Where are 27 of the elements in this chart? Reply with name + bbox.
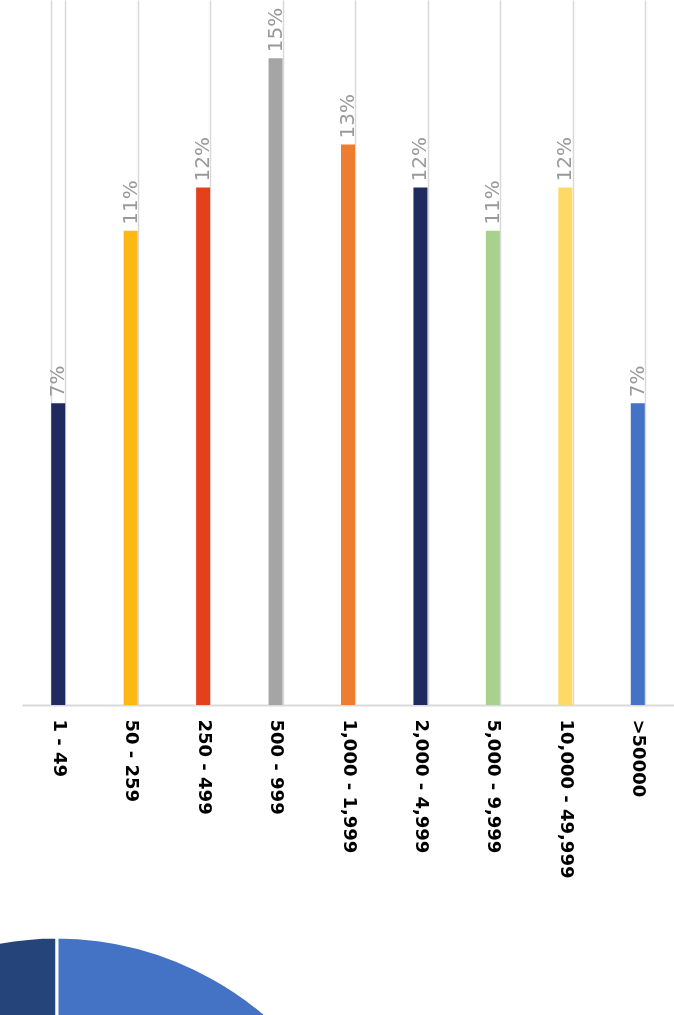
x-tick-label: 500 - 999 [267,719,289,815]
data-label: 12% [190,137,215,182]
bar [630,403,645,705]
x-tick-label: 1 - 49 [49,719,71,778]
bar [268,58,283,705]
data-label: 11% [117,180,142,225]
bar [485,230,500,705]
x-tick-label: 50 - 259 [122,719,144,803]
x-tick-label: >50000 [629,719,651,798]
bar [413,187,428,705]
data-label: 15% [262,7,287,53]
data-label: 13% [335,94,359,139]
bar [123,230,138,705]
data-label: 12% [552,137,577,182]
bar [196,187,211,705]
x-tick-label: 5,000 - 9,999 [484,719,506,854]
data-label: 7% [624,365,649,398]
bar [51,403,66,705]
x-tick-label: 1,000 - 1,999 [339,719,361,854]
data-label: 7% [45,365,70,398]
bar [341,144,355,705]
x-tick-label: 10,000 - 49,999 [556,719,578,879]
bar [558,187,573,705]
x-tick-label: 2,000 - 4,999 [411,719,433,854]
data-label: 12% [407,137,432,182]
data-label: 11% [479,180,504,225]
x-tick-label: 250 - 499 [194,719,216,815]
